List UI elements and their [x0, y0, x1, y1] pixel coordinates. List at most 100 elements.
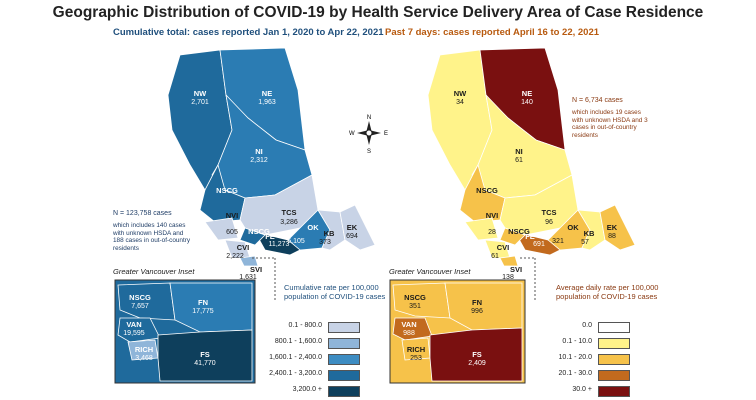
legend-label: 3,200.0 + — [292, 386, 322, 393]
right-map — [427, 47, 636, 267]
legend-row: 800.1 - 1,600.0 — [240, 338, 360, 349]
legend-label: 0.1 - 800.0 — [288, 322, 322, 329]
left-region-value: 6,105 — [287, 238, 305, 245]
left-region-label: FE — [265, 232, 275, 241]
right-inset-region-value: 988 — [403, 330, 415, 337]
legend-row: 30.0 + — [510, 386, 630, 397]
left-inset-region-label: VAN — [126, 320, 141, 329]
right-inset-region-label: VAN — [401, 320, 416, 329]
left-region-label: NSCG — [248, 227, 270, 236]
right-legend-title: Average daily rate per 100,000 populatio… — [556, 283, 659, 301]
right-inset-van — [392, 317, 433, 341]
left-region-value: 11,273 — [269, 241, 290, 248]
left-region-value: 1,963 — [258, 99, 276, 106]
left-inset-region-value: 41,770 — [194, 360, 216, 367]
right-region-value: 61 — [515, 157, 523, 164]
left-region-value: 1,631 — [239, 274, 257, 281]
left-inset-region-label: FN — [198, 298, 208, 307]
right-inset-region-label: NSCG — [404, 293, 426, 302]
compass-s: S — [367, 149, 371, 155]
legend-label: 20.1 - 30.0 — [558, 370, 592, 377]
right-region-label: NW — [454, 89, 467, 98]
right-inset-region-value: 2,409 — [468, 360, 486, 367]
right-region-label: EK — [607, 223, 618, 232]
left-region-nvi — [204, 217, 239, 241]
left-inset-region-label: NSCG — [129, 293, 151, 302]
left-region-label: TCS — [282, 208, 297, 217]
left-region-value: 605 — [226, 229, 238, 236]
left-region-label: KB — [324, 229, 335, 238]
right-region-label: NVI — [486, 211, 499, 220]
left-inset-region-value: 19,595 — [123, 330, 145, 337]
right-region-nvi — [464, 217, 499, 241]
legend-label: 0.1 - 10.0 — [562, 338, 592, 345]
left-region-value: 2,701 — [191, 99, 209, 106]
left-note-detail: which includes 140 cases with unknown HS… — [113, 222, 191, 252]
legend-swatch — [598, 322, 630, 333]
compass-rose-icon: N S E W — [349, 115, 388, 155]
right-inset-fs — [429, 327, 523, 382]
right-inset-region-label: RICH — [407, 345, 425, 354]
left-region-label: NI — [255, 147, 263, 156]
right-region-value: 140 — [521, 99, 533, 106]
page-title: Geographic Distribution of COVID-19 by H… — [52, 4, 704, 21]
legend-row: 0.1 - 10.0 — [510, 338, 630, 349]
left-region-value: 2,312 — [250, 157, 268, 164]
left-region-label: SVI — [250, 265, 262, 274]
legend-row: 0.0 — [510, 322, 630, 333]
left-region-value: 3,286 — [280, 219, 298, 226]
right-region-value: 61 — [491, 253, 499, 260]
right-region-nscg2 — [499, 227, 526, 246]
legend-swatch — [598, 354, 630, 365]
right-region-label: NI — [515, 147, 523, 156]
right-region-value: 57 — [581, 239, 589, 246]
legend-label: 30.0 + — [572, 386, 592, 393]
right-region-label: SVI — [510, 265, 522, 274]
legend-label: 2,400.1 - 3,200.0 — [269, 370, 322, 377]
legend-swatch — [328, 354, 360, 365]
legend-row: 10.1 - 20.0 — [510, 354, 630, 365]
right-inset-title: Greater Vancouver Inset — [389, 267, 471, 276]
left-inset-region-value: 17,775 — [192, 308, 214, 315]
left-region-label: EK — [347, 223, 358, 232]
compass-n: N — [367, 115, 371, 121]
left-inset-region-label: FS — [200, 350, 210, 359]
right-inset-nscg — [392, 282, 451, 319]
left-region-label: NW — [194, 89, 207, 98]
left-inset-nscg — [117, 282, 176, 321]
right-region-label: NE — [522, 89, 532, 98]
right-region-label: TCS — [542, 208, 557, 217]
right-region-label: OK — [567, 223, 579, 232]
left-region-label: NSCG — [216, 186, 238, 195]
left-region-value: 373 — [319, 239, 331, 246]
left-inset-region-value: 3,468 — [135, 355, 153, 362]
right-note-total: N = 6,734 cases — [572, 97, 623, 104]
legend-row: 1,600.1 - 2,400.0 — [240, 354, 360, 365]
right-inset-region-label: FS — [472, 350, 482, 359]
compass-e: E — [384, 131, 388, 137]
right-inset-region-label: FN — [472, 298, 482, 307]
legend-swatch — [328, 322, 360, 333]
left-inset-title: Greater Vancouver Inset — [113, 267, 195, 276]
right-region-value: 691 — [533, 241, 545, 248]
left-region-value: 694 — [346, 233, 358, 240]
left-region-label: OK — [307, 223, 319, 232]
legend-swatch — [598, 370, 630, 381]
right-inset-region-value: 351 — [409, 303, 421, 310]
legend-row: 3,200.0 + — [240, 386, 360, 397]
right-inset-region-value: 996 — [471, 308, 483, 315]
right-subtitle: Past 7 days: cases reported April 16 to … — [385, 27, 600, 38]
left-legend-title: Cumulative rate per 100,000 population o… — [284, 283, 386, 301]
right-region-label: NSCG — [508, 227, 530, 236]
right-region-ek — [599, 204, 636, 251]
legend-swatch — [598, 338, 630, 349]
legend-swatch — [328, 386, 360, 397]
legend-row: 20.1 - 30.0 — [510, 370, 630, 381]
legend-label: 800.1 - 1,600.0 — [274, 338, 322, 345]
left-inset-fs — [157, 329, 253, 382]
right-region-value: 321 — [552, 238, 564, 245]
